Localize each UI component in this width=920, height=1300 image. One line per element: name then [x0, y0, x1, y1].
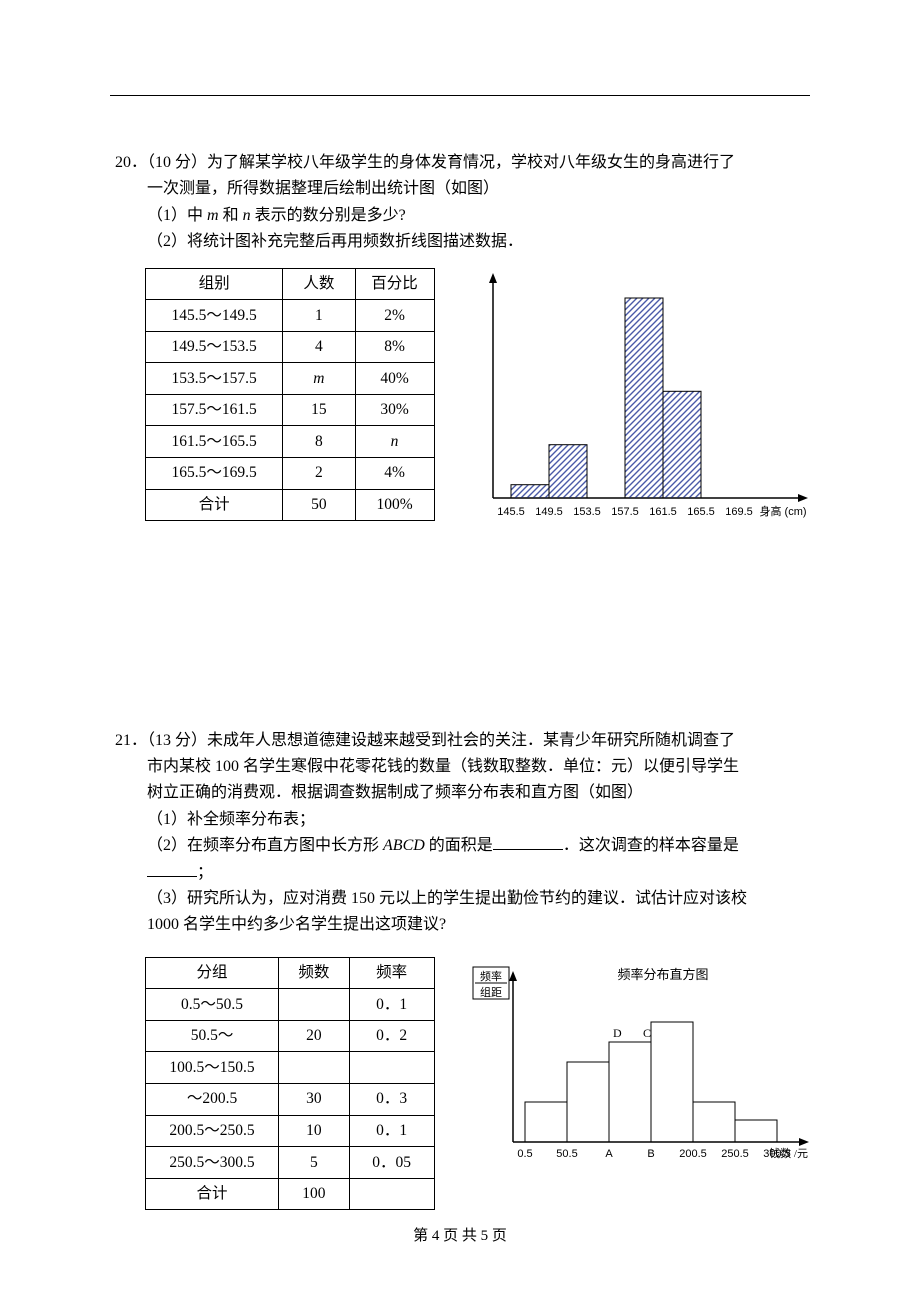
q20-histogram: 145.5 149.5 153.5 157.5 161.5 165.5 169.… [463, 268, 810, 548]
col-rate: 频率 [349, 957, 434, 989]
table-row: 149.5～153.548% [146, 331, 435, 363]
q21-points: （13 分） [147, 732, 207, 749]
footer-post: 页 [488, 1228, 507, 1244]
table-row: 157.5～161.51530% [146, 394, 435, 426]
xtick: 200.5 [679, 1148, 707, 1160]
q21-sub2-line1: （2）在频率分布直方图中长方形 ABCD 的面积是 ．这次调查的样本容量是 [115, 833, 810, 859]
xtick: 145.5 [497, 506, 525, 518]
label-C: C [643, 1026, 651, 1040]
q20-m: m [207, 207, 219, 224]
xtick: 165.5 [687, 506, 715, 518]
table-row: 161.5～165.58n [146, 426, 435, 458]
page-footer: 第 4 页 共 5 页 [0, 1224, 920, 1245]
xtick: 0.5 [517, 1148, 532, 1160]
page-top-rule [110, 95, 810, 96]
question-20: 20．（10 分）为了解某学校八年级学生的身体发育情况，学校对八年级女生的身高进… [115, 150, 810, 548]
table-header-row: 分组 频数 频率 [146, 957, 435, 989]
q21-sub2-a: （2）在频率分布直方图中长方形 [147, 837, 383, 854]
col-count: 人数 [283, 268, 355, 300]
table-row: 153.5～157.5m40% [146, 363, 435, 395]
table-row-total: 合计100 [146, 1178, 435, 1210]
table-row: ～200.5300．3 [146, 1083, 435, 1115]
col-group: 分组 [146, 957, 279, 989]
xtick: 250.5 [721, 1148, 749, 1160]
q21-stem-2: 市内某校 100 名学生寒假中花零花钱的数量（钱数取整数．单位：元）以便引导学生 [115, 754, 810, 780]
col-freq: 频数 [279, 957, 350, 989]
xtick: A [605, 1148, 613, 1160]
cell-m: m [283, 363, 355, 395]
q20-n: n [243, 207, 251, 224]
table-row: 250.5～300.550．05 [146, 1147, 435, 1179]
footer-pre: 第 [413, 1228, 432, 1244]
q20-sub1: （1）中 m 和 n 表示的数分别是多少? [115, 203, 810, 229]
col-group: 组别 [146, 268, 283, 300]
q21-line1: 21．（13 分）未成年人思想道德建设越来越受到社会的关注．某青少年研究所随机调… [115, 728, 810, 754]
q20-points: （10 分） [147, 154, 207, 171]
q20-row: 组别 人数 百分比 145.5～149.512% 149.5～153.548% … [145, 268, 810, 548]
xtick: 153.5 [573, 506, 601, 518]
q21-row: 分组 频数 频率 0.5～50.50．1 50.5～200．2 100.5～15… [145, 957, 810, 1211]
q21-sub2-d: ； [197, 864, 213, 881]
q21-abcd: ABCD [383, 837, 425, 854]
xlabel: 钱数 /元 [769, 1146, 808, 1160]
q20-line1: 20．（10 分）为了解某学校八年级学生的身体发育情况，学校对八年级女生的身高进… [115, 150, 810, 176]
xtick: 50.5 [556, 1148, 577, 1160]
q20-sub1-a: （1）中 [147, 207, 207, 224]
table-row: 0.5～50.50．1 [146, 989, 435, 1021]
xtick: 149.5 [535, 506, 563, 518]
q20-sub1-b: 表示的数分别是多少? [251, 207, 406, 224]
table-row: 50.5～200．2 [146, 1020, 435, 1052]
footer-mid: 页 共 [439, 1228, 480, 1244]
q21-sub1: （1）补全频率分布表； [115, 807, 810, 833]
q20-stem-1: 为了解某学校八年级学生的身体发育情况，学校对八年级女生的身高进行了 [207, 154, 735, 171]
table-row: 145.5～149.512% [146, 300, 435, 332]
col-percent: 百分比 [355, 268, 434, 300]
xtick: B [647, 1148, 654, 1160]
q20-sub2: （2）将统计图补充完整后再用频数折线图描述数据． [115, 229, 810, 255]
ylabel-bot: 组距 [480, 985, 502, 999]
xtick: 157.5 [611, 506, 639, 518]
q21-stem-3: 树立正确的消费观．根据调查数据制成了频率分布表和直方图（如图） [115, 780, 810, 806]
q21-histogram: 频率 组距 频率分布直方图 D C [463, 957, 810, 1187]
q21-sub3-b: 1000 名学生中约多少名学生提出这项建议? [115, 912, 810, 938]
q21-number: 21． [115, 732, 147, 749]
blank-sample-size [147, 861, 197, 876]
footer-page-total: 5 [481, 1228, 489, 1244]
q21-table: 分组 频数 频率 0.5～50.50．1 50.5～200．2 100.5～15… [145, 957, 435, 1211]
q20-table: 组别 人数 百分比 145.5～149.512% 149.5～153.548% … [145, 268, 435, 522]
cell-n: n [355, 426, 434, 458]
table-header-row: 组别 人数 百分比 [146, 268, 435, 300]
q21-sub3-a: （3）研究所认为，应对消费 150 元以上的学生提出勤俭节约的建议．试估计应对该… [115, 886, 810, 912]
table-row: 200.5～250.5100．1 [146, 1115, 435, 1147]
chart-title: 频率分布直方图 [617, 967, 708, 982]
content-area: 20．（10 分）为了解某学校八年级学生的身体发育情况，学校对八年级女生的身高进… [115, 150, 810, 1210]
table-row: 100.5～150.5 [146, 1052, 435, 1084]
label-D: D [613, 1026, 622, 1040]
q21-sub2-b: 的面积是 [425, 837, 493, 854]
page: 20．（10 分）为了解某学校八年级学生的身体发育情况，学校对八年级女生的身高进… [0, 0, 920, 1300]
xlabel: 身高 (cm) [759, 504, 806, 518]
q21-sub2-c: ．这次调查的样本容量是 [563, 837, 739, 854]
ylabel-top: 频率 [480, 969, 502, 983]
q20-number: 20． [115, 154, 147, 171]
q20-stem-2: 一次测量，所得数据整理后绘制出统计图（如图） [115, 176, 810, 202]
blank-area [493, 835, 563, 850]
xtick: 161.5 [649, 506, 677, 518]
table-row-total: 合计50100% [146, 489, 435, 521]
xtick: 169.5 [725, 506, 753, 518]
table-row: 165.5～169.524% [146, 457, 435, 489]
q20-and: 和 [219, 207, 243, 224]
q21-stem-1: 未成年人思想道德建设越来越受到社会的关注．某青少年研究所随机调查了 [207, 732, 735, 749]
q21-sub2-line2: ； [115, 860, 810, 886]
question-21: 21．（13 分）未成年人思想道德建设越来越受到社会的关注．某青少年研究所随机调… [115, 728, 810, 1211]
